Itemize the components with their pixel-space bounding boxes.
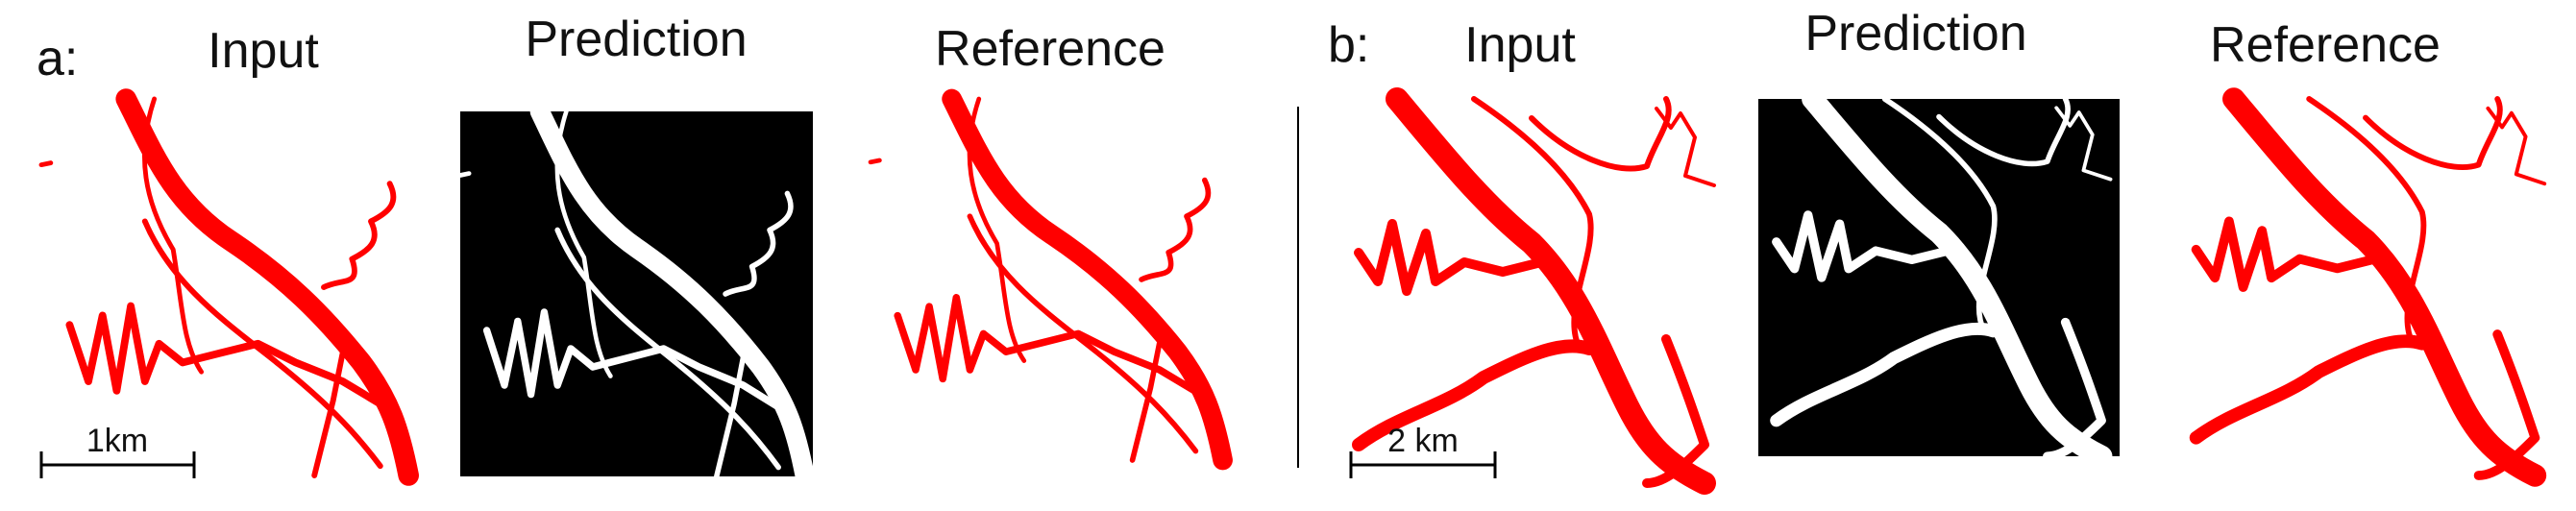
prediction-map [460,111,813,476]
input-map [41,99,408,475]
scale-bar [39,451,1497,478]
panel-title: Input [208,23,319,79]
scale-label: 2 km [1387,423,1459,459]
scale-label: 1km [86,423,148,459]
panel-title: Reference [935,21,1165,77]
panel-title: Prediction [1804,6,2026,61]
panel-label: a: [37,31,78,86]
reference-map [2196,99,2545,475]
panel-title: Prediction [525,12,747,67]
panel-title: Input [1464,17,1576,73]
panel-title: Reference [2210,17,2441,73]
reference-map [871,99,1223,460]
panel-label: b: [1328,17,1369,73]
